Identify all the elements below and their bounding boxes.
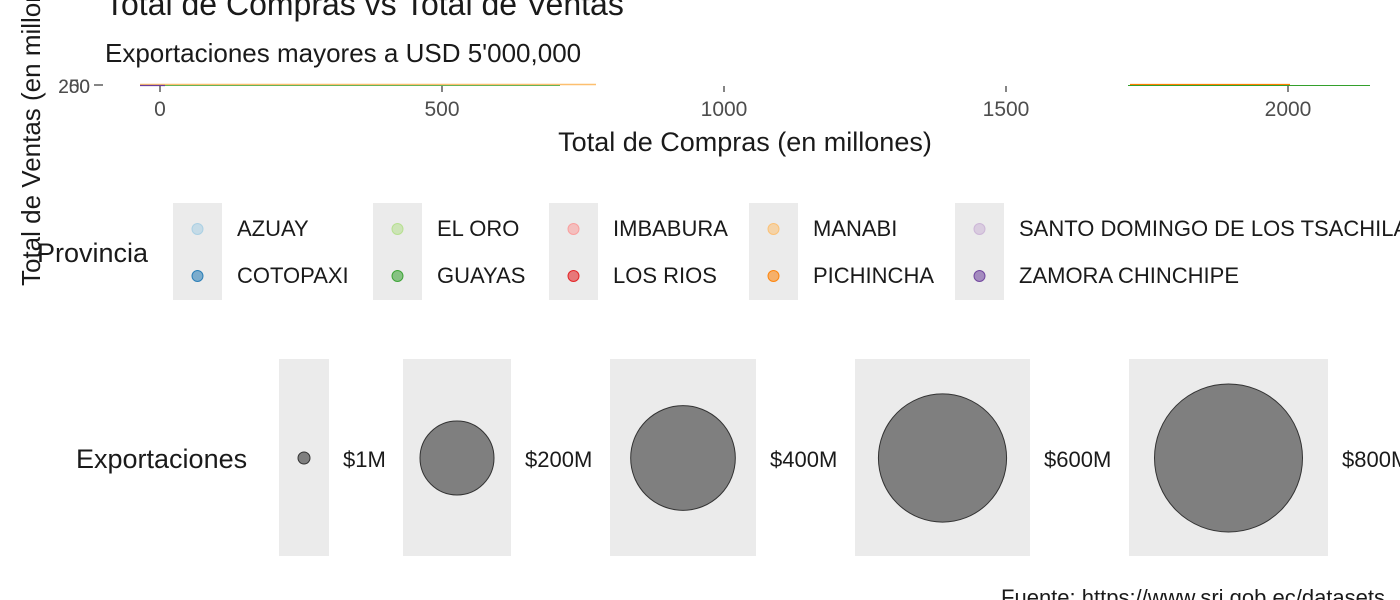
color-legend-swatch xyxy=(767,270,780,282)
x-tick-label: 2000 xyxy=(1265,98,1312,121)
y-axis: 200 250 xyxy=(58,77,103,98)
color-legend-label: SANTO DOMINGO DE LOS TSACHILAS xyxy=(1019,216,1400,241)
panel-strip xyxy=(140,83,1370,87)
size-legend-label: $400M xyxy=(770,447,837,472)
color-legend-swatch xyxy=(567,270,580,282)
x-axis-title: Total de Compras (en millones) xyxy=(558,127,932,157)
size-legend-title: Exportaciones xyxy=(76,444,247,474)
color-legend-label: ZAMORA CHINCHIPE xyxy=(1019,263,1239,288)
color-legend-label: COTOPAXI xyxy=(237,263,349,288)
size-legend: Exportaciones $1M $200M $400M $600M $800M xyxy=(76,359,1400,556)
color-legend-swatch xyxy=(767,223,780,235)
color-legend-key-bg xyxy=(955,203,1004,300)
size-legend-label: $600M xyxy=(1044,447,1111,472)
size-legend-circle xyxy=(297,451,311,465)
chart-subtitle: Exportaciones mayores a USD 5'000,000 xyxy=(105,38,581,68)
color-legend-swatch xyxy=(391,223,404,235)
size-legend-label: $800M xyxy=(1342,447,1400,472)
size-legend-circle xyxy=(877,393,1008,523)
color-legend-key-bg xyxy=(549,203,598,300)
color-legend-swatch xyxy=(191,223,204,235)
color-legend-label: EL ORO xyxy=(437,216,519,241)
size-legend-items: $1M $200M $400M $600M $800M xyxy=(279,359,1400,556)
color-legend-label: LOS RIOS xyxy=(613,263,717,288)
size-legend-label: $1M xyxy=(343,447,386,472)
y-tick-label: 250 xyxy=(58,77,90,98)
size-legend-circle xyxy=(1154,383,1303,533)
color-legend-label: AZUAY xyxy=(237,216,309,241)
color-legend-label: MANABI xyxy=(813,216,897,241)
color-legend-swatch xyxy=(567,223,580,235)
size-legend-label: $200M xyxy=(525,447,592,472)
y-axis-title: Total de Ventas (en millones) xyxy=(16,0,46,286)
color-legend-title: Provincia xyxy=(37,238,149,268)
x-tick-label: 1000 xyxy=(701,98,748,121)
color-legend-swatch xyxy=(973,270,986,282)
x-tick-label: 1500 xyxy=(983,98,1030,121)
color-legend-key-bg xyxy=(173,203,222,300)
color-legend-key-bg xyxy=(749,203,798,300)
x-axis: 0 500 1000 1500 2000 xyxy=(154,86,1311,121)
color-legend-items: AZUAY COTOPAXI EL ORO GUAYAS IMBABURA LOS RIO… xyxy=(173,203,1400,300)
x-tick-label: 0 xyxy=(154,98,166,121)
chart-caption: Fuente: https://www.sri.gob.ec/datasets xyxy=(1001,585,1385,600)
color-legend-swatch xyxy=(191,270,204,282)
color-legend-label: IMBABURA xyxy=(613,216,728,241)
color-legend-swatch xyxy=(973,223,986,235)
y-tick-label: 200 xyxy=(58,77,90,98)
color-legend-key-bg xyxy=(373,203,422,300)
color-legend-swatch xyxy=(391,270,404,282)
size-legend-circle xyxy=(630,405,736,511)
size-legend-circle xyxy=(419,420,495,496)
x-tick-label: 500 xyxy=(424,98,459,121)
color-legend: Provincia AZUAY COTOPAXI EL ORO GUAYAS IMBAB… xyxy=(37,203,1400,300)
color-legend-label: PICHINCHA xyxy=(813,263,934,288)
chart-title: Total de Compras vs Total de Ventas xyxy=(105,0,624,22)
color-legend-label: GUAYAS xyxy=(437,263,525,288)
